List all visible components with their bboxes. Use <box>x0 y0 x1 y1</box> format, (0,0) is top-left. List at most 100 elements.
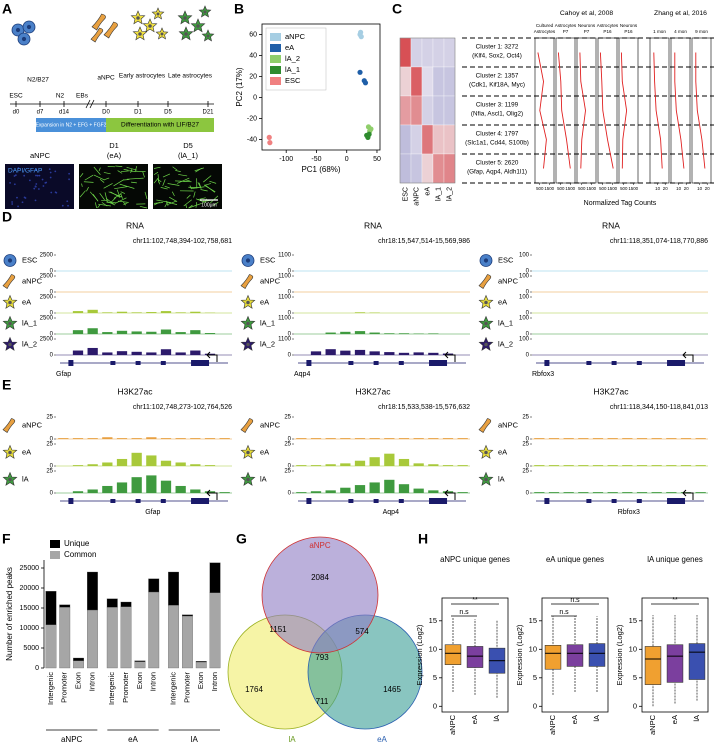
signal-bar <box>131 331 142 334</box>
track-label: lA <box>22 474 29 483</box>
signal-bar <box>146 352 157 355</box>
signal-bar <box>398 438 410 439</box>
signal-bar <box>102 485 113 493</box>
nucleus-dot <box>35 174 37 177</box>
nucleus <box>206 34 210 38</box>
x-axis-label: PC1 (68%) <box>301 165 340 174</box>
track-label: aNPC <box>260 276 281 285</box>
micrograph <box>79 164 148 209</box>
signal-bar <box>548 492 560 493</box>
gfap-fiber <box>193 191 196 198</box>
cluster-label: Cluster 5: 2620 <box>476 160 519 167</box>
y-tick-label: -40 <box>247 136 257 143</box>
heatmap-cell <box>421 66 434 97</box>
x-tick-label: 1500 <box>607 186 617 191</box>
nucleus <box>484 342 488 347</box>
nucleus <box>246 342 250 347</box>
signal-bar <box>398 352 410 355</box>
cluster-label: Cluster 1: 3272 <box>476 44 519 51</box>
signal-bar <box>622 492 633 493</box>
heatmap-cell <box>410 124 423 155</box>
dataset-title: Cahoy et al, 2008 <box>560 10 613 17</box>
gfap-fiber <box>195 198 204 203</box>
gfap-fiber <box>103 183 113 189</box>
nucleus-dot <box>23 196 26 199</box>
nucleus-dot <box>33 187 36 190</box>
signal-bar <box>146 331 157 334</box>
x-tick-label: 500 <box>557 186 565 191</box>
gfap-fiber <box>175 170 181 172</box>
exon <box>611 499 617 503</box>
y-tick-label: 1100 <box>278 274 292 280</box>
signal-bar <box>175 462 186 466</box>
nucleus <box>148 24 152 28</box>
signal-bar <box>428 438 439 439</box>
tss-arrow <box>444 489 456 500</box>
track-label: eA <box>22 297 31 306</box>
profile-frame <box>534 37 555 184</box>
signal-bar <box>160 349 172 355</box>
gfap-fiber <box>167 200 177 205</box>
signal-bar <box>607 492 618 493</box>
signal-bar <box>310 491 322 493</box>
gfap-fiber <box>195 167 202 173</box>
signal-bar <box>116 330 128 334</box>
bar-segment <box>134 660 146 662</box>
x-tick-label: Intron <box>149 672 158 691</box>
gene-label: Rbfox3 <box>532 371 554 378</box>
x-tick-label: 1500 <box>628 186 638 191</box>
signal-bar <box>131 452 142 466</box>
gfap-fiber <box>164 201 169 208</box>
x-axis-label: Normalized Tag Counts <box>584 200 657 207</box>
timeline-label: d14 <box>59 110 70 116</box>
image-label: (lA_1) <box>178 151 199 160</box>
signal-bar <box>310 438 322 439</box>
track-title: RNA <box>602 220 620 230</box>
cell-icon <box>91 13 106 31</box>
y-tick-label: 0 <box>526 311 530 317</box>
signal-bar <box>607 465 618 466</box>
exon <box>110 361 116 365</box>
column-label: lA_1 <box>435 187 442 201</box>
signal-bar <box>578 438 589 439</box>
signal-bar <box>175 312 186 313</box>
track-label: eA <box>498 297 507 306</box>
signal-bar <box>563 438 574 439</box>
signal-bar <box>622 438 633 439</box>
gfap-fiber <box>98 167 101 172</box>
y-tick-label: 0 <box>288 491 292 497</box>
gfap-fiber <box>126 177 144 180</box>
bar-segment <box>87 609 98 669</box>
nucleus <box>246 300 250 305</box>
signal-bar <box>548 465 560 466</box>
y-tick-label: 0 <box>50 464 54 470</box>
cell-icon <box>478 418 492 433</box>
nucleus <box>156 12 160 16</box>
plot-frame <box>641 597 709 713</box>
scale-bar-label: 100μm <box>201 202 216 208</box>
legend-swatch <box>50 551 60 559</box>
phase-bar <box>36 118 106 132</box>
signal-bar <box>340 350 351 355</box>
box <box>666 644 684 683</box>
heatmap-cell <box>432 66 445 97</box>
signal-bar <box>695 465 706 466</box>
signal-bar <box>442 353 454 355</box>
nucleus <box>8 300 12 305</box>
signal-bar <box>651 465 662 466</box>
track-label: lA <box>260 474 267 483</box>
y-tick-label: 0 <box>288 311 292 317</box>
nucleus-dot <box>38 174 41 177</box>
y-tick-label: -20 <box>247 115 257 122</box>
y-tick-label: 0 <box>50 290 54 296</box>
bar-segment <box>45 624 57 669</box>
track-label: ESC <box>260 255 276 264</box>
gfap-fiber <box>157 179 161 185</box>
cluster-label: (Slc1a1, Cd44, S100b) <box>465 140 529 147</box>
signal-bar <box>340 463 351 466</box>
legend-label: lA_1 <box>285 65 300 74</box>
gfap-fiber <box>99 193 105 201</box>
gfap-fiber <box>169 196 178 202</box>
signal-bar <box>116 351 128 355</box>
